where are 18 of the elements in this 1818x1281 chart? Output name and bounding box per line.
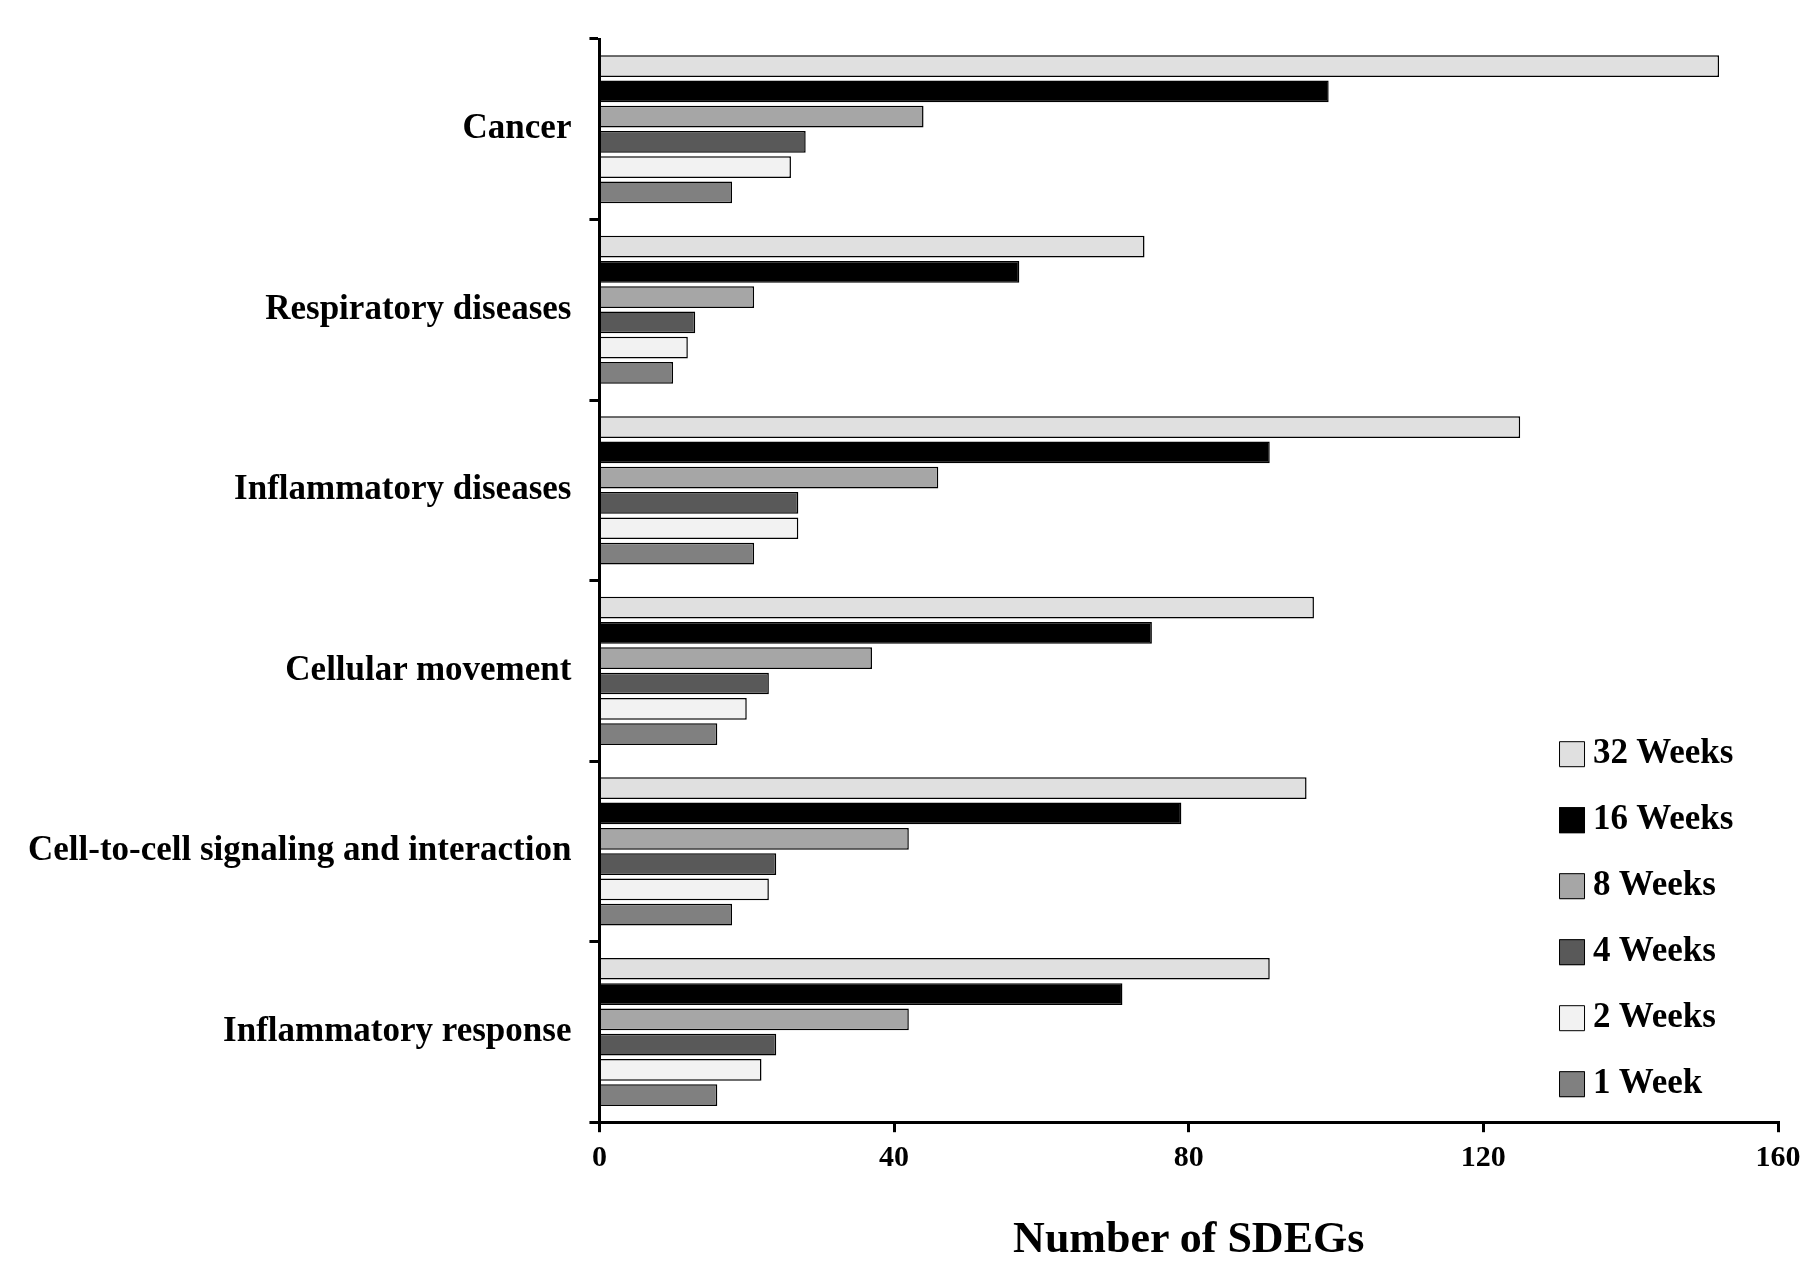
legend-label: 32 Weeks (1593, 732, 1734, 772)
legend-label: 16 Weeks (1593, 798, 1734, 838)
y-tick-label: Cellular movement (285, 648, 572, 688)
y-tick-label: Cancer (462, 107, 572, 147)
legend-label: 1 Week (1593, 1062, 1703, 1102)
x-tick-label: 120 (1460, 1138, 1506, 1172)
legend-label: 8 Weeks (1593, 864, 1716, 904)
y-tick-label: Inflammatory diseases (234, 468, 572, 508)
x-tick-label: 160 (1755, 1138, 1801, 1172)
legend-label: 2 Weeks (1593, 996, 1716, 1036)
y-tick-label: Respiratory diseases (265, 287, 572, 327)
x-axis-title: Number of SDEGs (1013, 1212, 1365, 1262)
y-tick-label: Inflammatory response (223, 1009, 572, 1049)
x-tick-label: 40 (879, 1138, 910, 1172)
x-tick-label: 80 (1173, 1138, 1204, 1172)
legend-label: 4 Weeks (1593, 930, 1716, 970)
y-tick-label: Cell-to-cell signaling and interaction (27, 829, 572, 869)
x-tick-label: 0 (591, 1138, 607, 1172)
